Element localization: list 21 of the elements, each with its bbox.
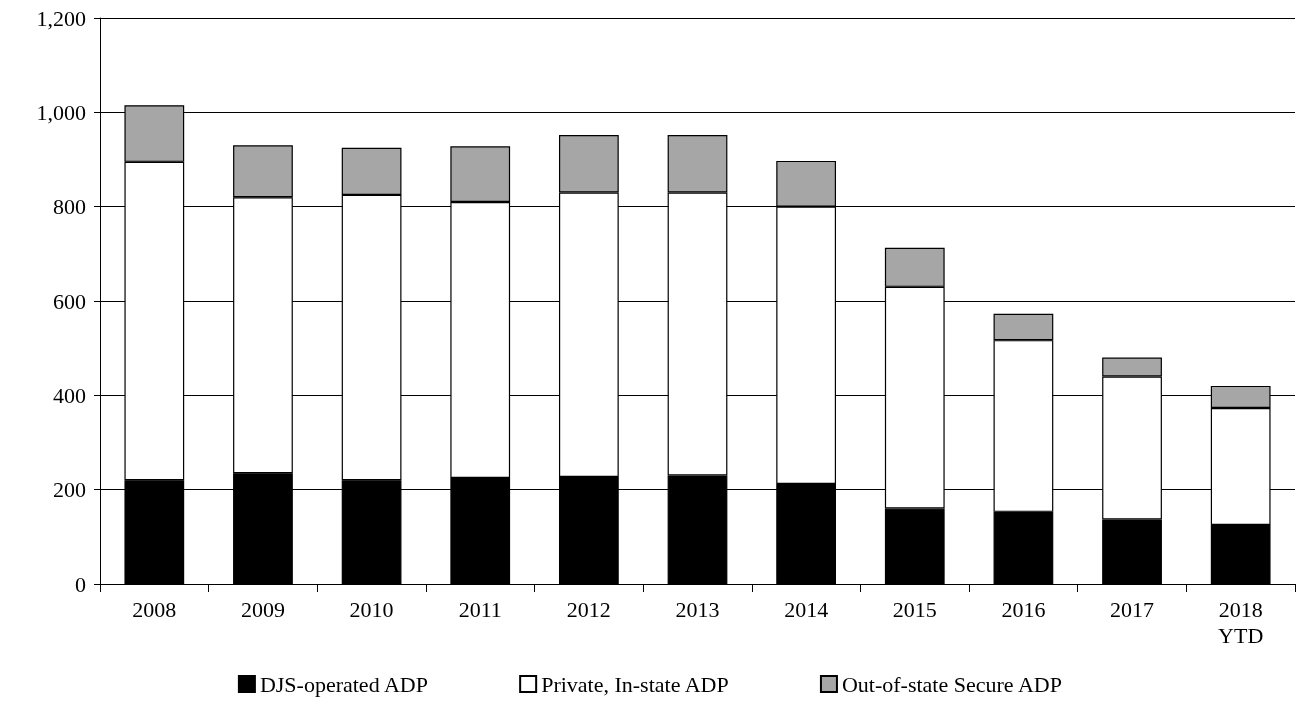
x-tick-label: 2010 xyxy=(349,596,394,622)
y-tick-label: 1,200 xyxy=(36,5,86,31)
legend-label: Private, In-state ADP xyxy=(541,671,729,697)
x-tick-label: 2008 xyxy=(132,596,177,622)
x-tick-label: 2012 xyxy=(566,596,611,622)
y-tick-label: 400 xyxy=(53,382,86,408)
legend-label: DJS-operated ADP xyxy=(259,671,428,697)
y-tick-label: 600 xyxy=(53,288,86,314)
x-tick-label: 2013 xyxy=(675,596,720,622)
y-tick-label: 200 xyxy=(53,477,86,503)
x-tick-label: 2015 xyxy=(892,596,937,622)
x-tick-label: 2018 YTD xyxy=(1218,596,1264,648)
x-tick-label: 2017 xyxy=(1110,596,1155,622)
y-tick-label: 0 xyxy=(75,571,86,597)
x-tick-label: 2014 xyxy=(784,596,829,622)
x-tick-label: 2009 xyxy=(240,596,285,622)
x-tick-label: 2011 xyxy=(458,596,502,622)
x-tick-label: 2016 xyxy=(1001,596,1046,622)
y-tick-label: 800 xyxy=(53,194,86,220)
legend-label: Out-of-state Secure ADP xyxy=(841,671,1062,697)
y-tick-label: 1,000 xyxy=(36,99,86,125)
